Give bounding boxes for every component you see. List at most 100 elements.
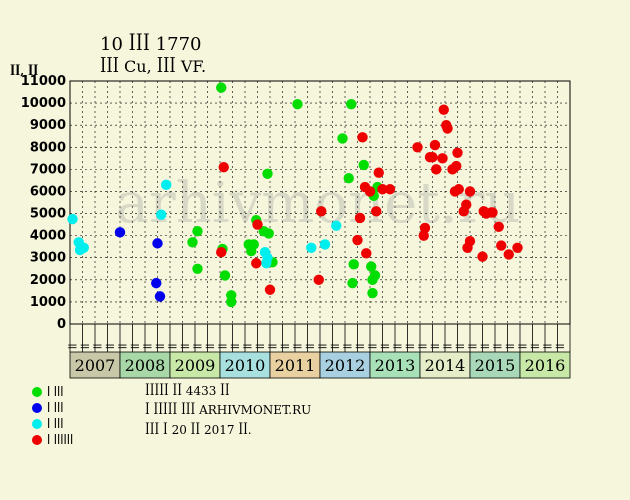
quarter-tick-label: ꟾꟾ	[305, 344, 317, 349]
data-point	[352, 234, 363, 246]
x-axis: ꟾꟾ ꟾꟾ ꟾꟾ ꟾꟾ ꟾꟾ ꟾꟾ ꟾꟾ ꟾꟾ ꟾꟾ ꟾꟾ ꟾꟾ ꟾꟾ ꟾꟾ ꟾꟾ ꟾꟾ ꟾꟾ ꟾꟾ ꟾꟾ ꟾꟾ ꟾꟾ…	[67, 323, 571, 379]
data-point	[252, 219, 263, 230]
quarter-tick-label: ꟾꟾ	[455, 344, 467, 349]
data-point	[442, 123, 453, 134]
quarter-tick-label: ꟾꟾ	[380, 344, 392, 349]
y-tick-label: 5000	[30, 207, 66, 222]
data-point	[357, 132, 368, 143]
quarter-tick-label: ꟾꟾ	[517, 344, 529, 349]
quarter-tick-label: ꟾꟾ	[442, 344, 454, 349]
quarter-tick-label: ꟾꟾ	[530, 344, 542, 349]
y-tick-label: 11000	[21, 74, 66, 89]
data-point	[438, 104, 449, 115]
data-point	[226, 296, 237, 308]
data-point	[437, 153, 448, 164]
data-point	[114, 227, 126, 238]
legend-marker	[32, 419, 42, 429]
quarter-tick-label: ꟾꟾ	[105, 344, 117, 349]
legend-label: ꟾ ꟾꟾꟾ	[47, 386, 63, 399]
quarter-tick-label: ꟾꟾ	[267, 344, 279, 349]
data-point	[216, 247, 227, 258]
data-point	[216, 82, 227, 93]
quarter-tick-label: ꟾꟾ	[242, 344, 254, 349]
data-point	[477, 251, 488, 262]
data-point	[361, 248, 372, 259]
info-date: ꟾꟾꟾ ꟾ 20 ꟾꟾ 2017 ꟾꟾ.	[145, 422, 252, 437]
y-tick-label: 9000	[30, 118, 66, 133]
data-point	[78, 242, 89, 253]
data-point	[371, 206, 382, 217]
data-point	[364, 186, 376, 197]
data-point	[262, 252, 273, 263]
data-point	[161, 179, 172, 191]
data-point	[151, 277, 162, 289]
data-point	[337, 133, 348, 144]
data-point	[452, 147, 463, 158]
data-point	[292, 98, 303, 110]
data-point	[156, 209, 167, 220]
quarter-tick-label: ꟾꟾ	[492, 344, 504, 349]
data-point	[67, 213, 78, 225]
year-band	[219, 351, 271, 379]
data-point	[496, 240, 507, 251]
year-band	[519, 351, 571, 379]
quarter-tick-label: ꟾꟾ	[117, 344, 129, 349]
data-point	[219, 270, 231, 281]
data-point	[331, 220, 342, 231]
quarter-tick-label: ꟾꟾ	[67, 344, 79, 349]
data-point	[152, 238, 163, 249]
data-point	[451, 160, 462, 172]
data-point	[348, 259, 359, 270]
legend-marker	[32, 387, 42, 397]
quarter-tick-label: ꟾꟾ	[255, 344, 267, 349]
quarter-tick-label: ꟾꟾ	[480, 344, 492, 349]
year-band	[319, 351, 371, 379]
info-source: ꟾ ꟾꟾꟾꟾꟾ ꟾꟾꟾ ARHIVMONET.RU	[145, 402, 311, 417]
data-point	[346, 98, 357, 110]
y-tick-label: 6000	[30, 184, 66, 199]
quarter-tick-label: ꟾꟾ	[217, 344, 229, 349]
data-point	[377, 184, 388, 195]
quarter-tick-label: ꟾꟾ	[355, 344, 367, 349]
quarter-tick-label: ꟾꟾ	[80, 344, 92, 349]
data-point	[354, 212, 366, 224]
year-label: 2010	[225, 356, 266, 375]
quarter-tick-label: ꟾꟾ	[317, 344, 329, 349]
data-point	[306, 242, 317, 253]
data-point	[464, 235, 476, 247]
year-band	[169, 351, 221, 379]
year-band	[119, 351, 171, 379]
year-band	[69, 351, 121, 379]
data-point	[218, 161, 229, 173]
data-point	[427, 152, 438, 163]
quarter-tick-label: ꟾꟾ	[292, 344, 304, 349]
y-tick-label: 8000	[30, 140, 66, 155]
year-label: 2012	[325, 356, 366, 375]
data-point	[358, 159, 369, 171]
data-point	[512, 242, 523, 253]
year-label: 2013	[375, 356, 416, 375]
quarter-tick-label: ꟾꟾ	[467, 344, 479, 349]
quarter-tick-label: ꟾꟾ	[280, 344, 292, 349]
y-tick-label: 2000	[30, 273, 66, 288]
quarter-tick-label: ꟾꟾ	[405, 344, 417, 349]
chart-subtitle: ꟾꟾꟾ Cu, ꟾꟾꟾ VF.	[100, 56, 206, 76]
data-point	[373, 167, 384, 178]
data-point	[493, 221, 504, 232]
data-point	[412, 142, 423, 153]
data-point	[347, 277, 358, 289]
data-point	[251, 258, 262, 269]
data-point	[366, 261, 377, 272]
year-label: 2007	[75, 356, 116, 375]
legend-marker	[32, 403, 42, 413]
data-point	[453, 184, 464, 195]
year-band	[269, 351, 321, 379]
y-axis: 0 1000 2000 3000 4000 5000 6000 7000 8000 9000 100…	[21, 74, 66, 332]
data-point	[367, 287, 378, 299]
data-points	[67, 82, 523, 308]
legend-marker	[32, 435, 42, 445]
quarter-tick-label: ꟾꟾ	[342, 344, 354, 349]
quarter-tick-label: ꟾꟾ	[205, 344, 217, 349]
chart-title: 10 ꟾꟾꟾ 1770	[100, 33, 202, 55]
data-point	[248, 239, 259, 250]
